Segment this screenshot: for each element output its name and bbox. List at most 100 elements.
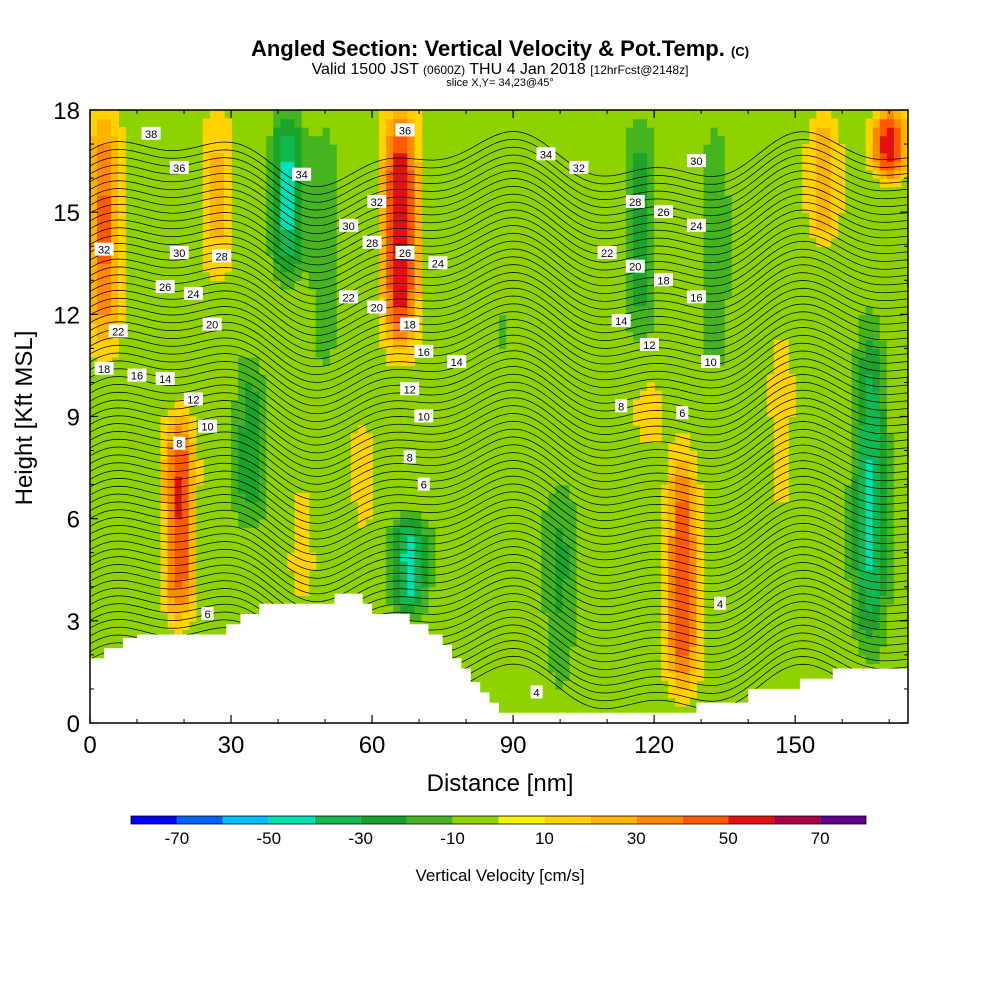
velocity-cell — [738, 501, 747, 511]
velocity-cell — [273, 212, 282, 222]
velocity-cell — [548, 629, 557, 639]
velocity-cell — [682, 450, 691, 460]
velocity-cell — [555, 595, 564, 605]
velocity-cell — [879, 620, 888, 630]
velocity-cell — [640, 629, 648, 639]
velocity-cell — [315, 118, 324, 128]
velocity-cell — [611, 271, 620, 281]
velocity-cell — [513, 612, 521, 622]
velocity-cell — [844, 339, 853, 350]
velocity-cell — [865, 527, 874, 537]
velocity-cell — [167, 518, 176, 528]
velocity-cell — [224, 544, 232, 554]
velocity-cell — [266, 288, 275, 298]
velocity-cell — [858, 450, 867, 460]
velocity-cell — [731, 586, 740, 596]
velocity-cell — [879, 637, 888, 648]
velocity-cell — [788, 373, 796, 384]
velocity-cell — [428, 510, 437, 520]
contour-label: 8 — [173, 436, 186, 451]
velocity-cell — [745, 578, 754, 588]
velocity-cell — [393, 178, 401, 188]
velocity-cell — [301, 212, 310, 222]
velocity-cell — [879, 535, 888, 545]
velocity-cell — [738, 603, 747, 613]
velocity-cell — [238, 425, 246, 435]
velocity-cell — [315, 391, 324, 401]
velocity-cell — [696, 110, 705, 120]
velocity-cell — [238, 518, 246, 528]
velocity-cell — [611, 433, 620, 443]
velocity-cell — [386, 288, 394, 298]
velocity-cell — [823, 578, 832, 588]
velocity-cell — [506, 348, 514, 358]
velocity-cell — [661, 603, 669, 613]
velocity-cell — [900, 408, 908, 418]
velocity-cell — [407, 518, 416, 528]
velocity-cell — [872, 510, 881, 520]
velocity-cell — [273, 373, 282, 384]
velocity-cell — [562, 671, 571, 682]
velocity-cell — [682, 552, 691, 562]
velocity-cell — [414, 169, 423, 179]
velocity-cell — [611, 637, 620, 648]
velocity-cell — [336, 322, 345, 332]
velocity-cell — [548, 510, 557, 520]
velocity-cell — [118, 510, 126, 520]
terrain — [90, 593, 908, 723]
velocity-cell — [379, 552, 387, 562]
velocity-cell — [174, 603, 183, 613]
velocity-cell — [97, 152, 105, 162]
velocity-cell — [886, 365, 895, 375]
velocity-cell — [224, 127, 232, 137]
velocity-cell — [872, 442, 881, 452]
velocity-cell — [879, 646, 888, 656]
velocity-cell — [308, 254, 317, 264]
velocity-cell — [407, 263, 416, 273]
velocity-cell — [287, 246, 296, 256]
velocity-cell — [900, 586, 908, 596]
velocity-cell — [287, 237, 296, 247]
velocity-cell — [111, 518, 119, 528]
velocity-cell — [893, 484, 902, 494]
velocity-cell — [104, 603, 112, 613]
velocity-cell — [139, 586, 148, 596]
velocity-cell — [689, 680, 698, 690]
velocity-cell — [900, 135, 908, 145]
velocity-cell — [640, 271, 648, 281]
velocity-cell — [301, 127, 310, 137]
velocity-cell — [555, 654, 564, 665]
velocity-cell — [209, 612, 218, 622]
velocity-cell — [717, 246, 726, 256]
velocity-cell — [400, 467, 409, 477]
velocity-cell — [717, 544, 726, 554]
velocity-cell — [294, 280, 303, 290]
velocity-cell — [414, 552, 423, 562]
velocity-cell — [414, 518, 423, 528]
velocity-cell — [407, 110, 416, 120]
contour-label-text: 38 — [145, 129, 157, 141]
velocity-cell — [435, 493, 444, 503]
velocity-cell — [865, 569, 874, 579]
velocity-cell — [590, 501, 599, 511]
velocity-cell — [231, 578, 239, 588]
velocity-cell — [245, 552, 253, 562]
velocity-cell — [534, 510, 543, 520]
velocity-cell — [569, 603, 578, 613]
velocity-cell — [132, 425, 141, 435]
velocity-cell — [625, 135, 634, 145]
velocity-cell — [858, 263, 867, 273]
velocity-cell — [611, 169, 620, 179]
velocity-cell — [132, 544, 141, 554]
velocity-cell — [527, 629, 535, 639]
velocity-cell — [414, 203, 423, 213]
velocity-cell — [259, 433, 267, 443]
velocity-cell — [132, 459, 141, 469]
velocity-cell — [224, 152, 232, 162]
velocity-cell — [322, 127, 331, 137]
velocity-cell — [414, 467, 423, 477]
contour-label-box — [141, 126, 161, 140]
velocity-cell — [844, 314, 853, 324]
velocity-cell — [90, 118, 98, 128]
velocity-cell — [654, 433, 662, 443]
